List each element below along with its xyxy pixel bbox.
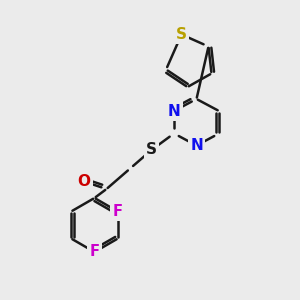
Text: F: F — [89, 244, 100, 260]
Text: N: N — [168, 103, 180, 118]
Text: F: F — [113, 204, 123, 219]
Text: S: S — [176, 27, 187, 42]
Text: S: S — [146, 142, 157, 158]
Text: O: O — [77, 174, 91, 189]
Text: N: N — [190, 138, 203, 153]
